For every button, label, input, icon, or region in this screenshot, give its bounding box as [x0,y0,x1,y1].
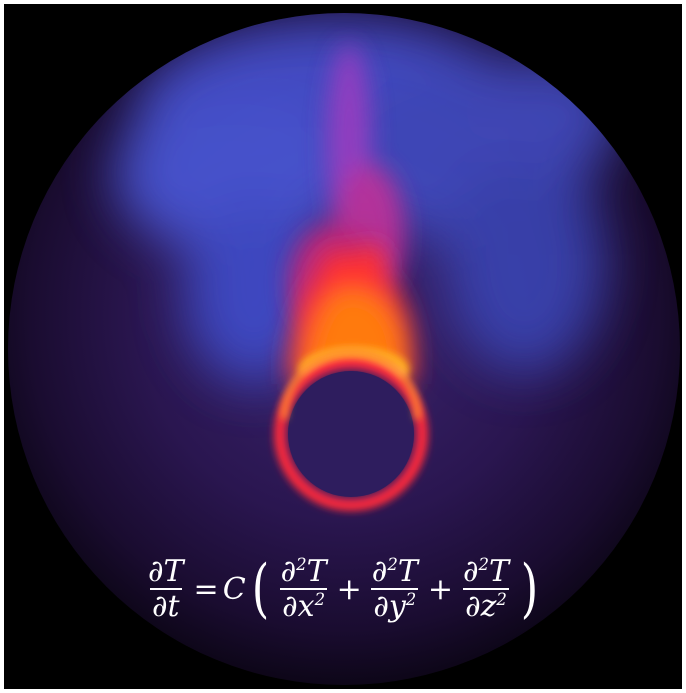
flame-visualization-disc [8,13,680,685]
term-z-fraction: ∂2T ∂z2 [461,553,511,624]
plus-sign-1: + [336,571,362,607]
image-frame: ∂T ∂t = C ( ∂2T ∂x2 + ∂2T ∂y2 + ∂2T ∂z2 … [4,4,682,689]
lhs-numerator: ∂T [148,553,184,589]
term-y-numerator: ∂2T [371,553,418,589]
term-x-fraction: ∂2T ∂x2 [279,553,329,624]
heat-equation: ∂T ∂t = C ( ∂2T ∂x2 + ∂2T ∂y2 + ∂2T ∂z2 … [4,544,682,634]
term-x-denominator: ∂x2 [280,588,328,624]
lhs-denominator: ∂t [149,588,182,624]
heated-ring [274,349,428,511]
term-y-denominator: ∂y2 [371,588,419,624]
plus-sign-2: + [427,571,453,607]
term-z-numerator: ∂2T [462,553,509,589]
close-paren: ) [520,552,539,626]
equals-sign: = [193,571,219,607]
term-z-denominator: ∂z2 [463,588,509,624]
constant-c: C [222,571,246,607]
open-paren: ( [251,552,269,626]
lhs-fraction: ∂T ∂t [146,553,186,624]
term-y-fraction: ∂2T ∂y2 [370,553,420,624]
term-x-numerator: ∂2T [280,553,327,589]
